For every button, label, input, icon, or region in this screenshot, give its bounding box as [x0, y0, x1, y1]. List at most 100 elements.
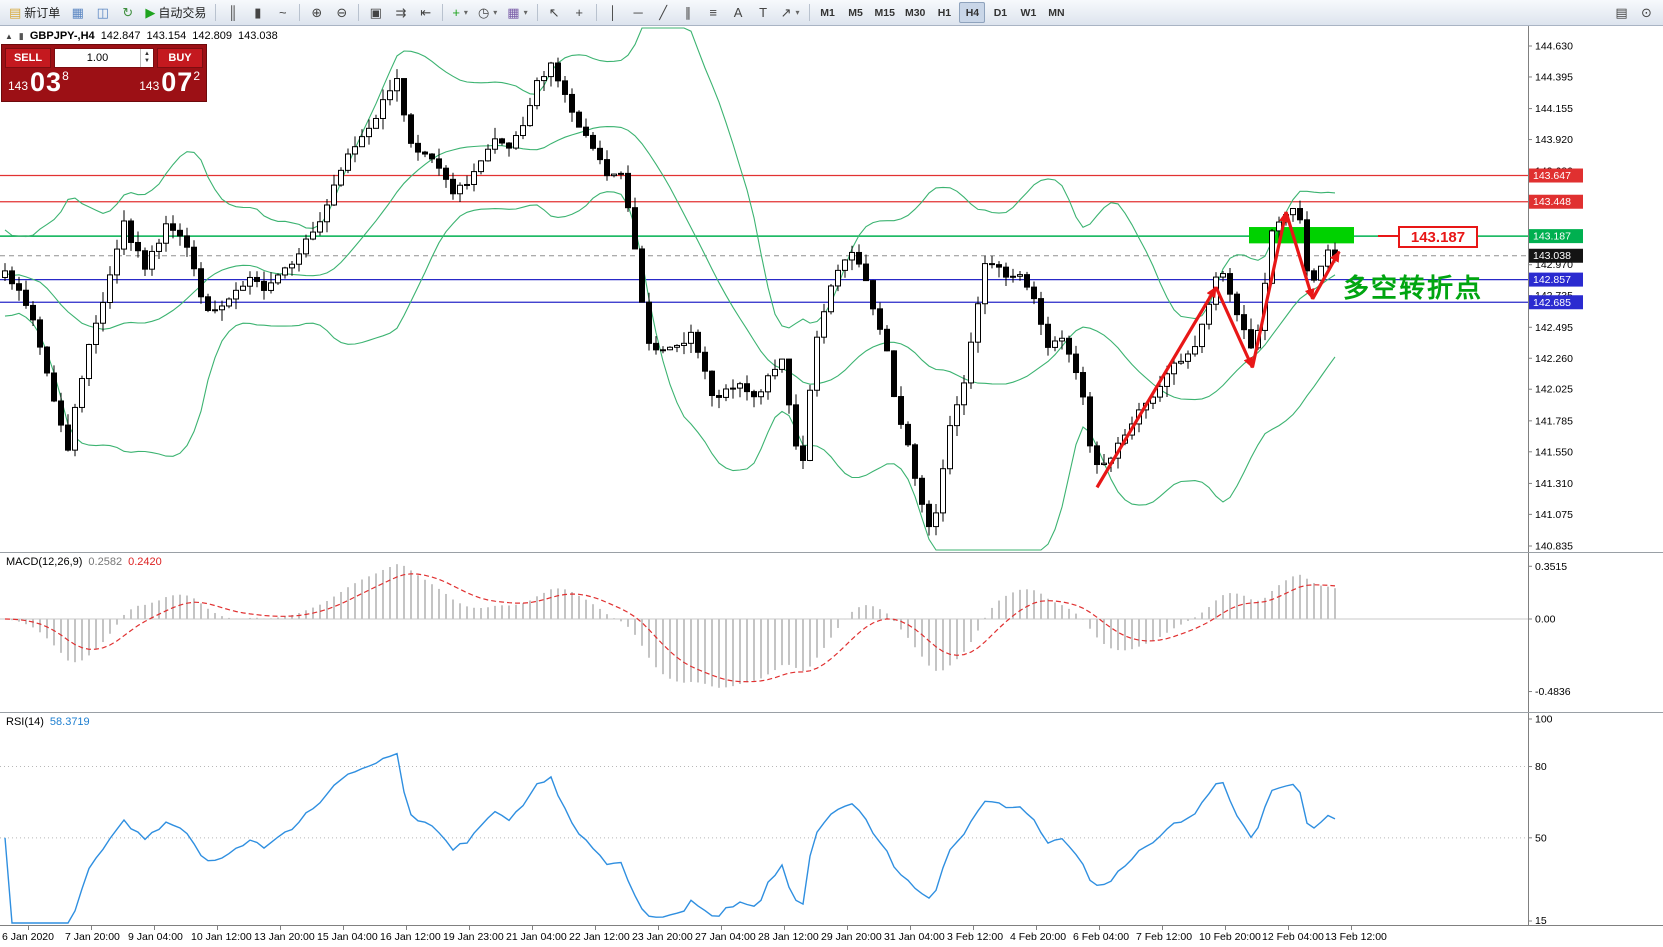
tile-windows-icon: ▣: [369, 5, 382, 20]
candlestick-mode-button[interactable]: ▮: [246, 2, 269, 23]
collapse-quote-panel-icon[interactable]: ▲: [5, 31, 13, 41]
price-tick-label: 142.495: [1535, 322, 1573, 334]
macd-value-main: 0.2582: [88, 556, 123, 568]
indicators-button[interactable]: + ▾: [448, 2, 472, 23]
toolbar-separator: [808, 4, 810, 21]
trend-arrow[interactable]: [1095, 286, 1218, 489]
arrows-button[interactable]: ↗ ▾: [777, 2, 804, 23]
refresh-button[interactable]: ↻: [116, 2, 139, 23]
dropdown-arrow-icon: ▾: [493, 8, 498, 17]
data-window-button[interactable]: ▤: [1610, 2, 1633, 23]
timeframe-mn-button-label: MN: [1048, 6, 1065, 19]
channel-button[interactable]: ∥: [677, 2, 700, 23]
rsi-tick-label: 50: [1535, 832, 1547, 844]
volume-input[interactable]: 1.00 ▲ ▼: [54, 48, 154, 68]
timeframe-m15-button-label: M15: [874, 6, 895, 19]
refresh-icon: ↻: [122, 5, 134, 20]
vertical-line-icon: │: [609, 5, 618, 20]
sell-price-main: 143: [8, 79, 29, 93]
rsi-label: RSI(14) 58.3719: [6, 716, 90, 728]
price-tick-label: 142.025: [1535, 384, 1573, 396]
buy-price[interactable]: 143 07 2: [139, 69, 200, 96]
horizontal-line-button[interactable]: ─: [627, 2, 650, 23]
zoom-in-button[interactable]: ⊕: [305, 2, 328, 23]
text-button[interactable]: A: [727, 2, 750, 23]
trendline-button[interactable]: ╱: [652, 2, 675, 23]
fibonacci-button[interactable]: ≡: [702, 2, 725, 23]
zoom-out-button[interactable]: ⊖: [330, 2, 353, 23]
price-tick-label: 144.630: [1535, 41, 1573, 53]
buy-price-point: 2: [193, 69, 200, 83]
buy-price-pips: 07: [161, 67, 194, 97]
trend-arrow[interactable]: [1214, 286, 1254, 369]
volume-up-icon[interactable]: ▲: [144, 51, 150, 57]
macd-chart[interactable]: 0.3515 0.00 -0.4836: [0, 553, 1663, 713]
bar-chart-mode-button[interactable]: ║: [221, 2, 244, 23]
channel-icon: ∥: [684, 5, 692, 20]
timeframe-d1-button[interactable]: D1: [987, 2, 1013, 23]
annotation-text[interactable]: 多空转折点: [1343, 273, 1484, 303]
timeframe-w1-button-label: W1: [1020, 6, 1037, 19]
price-callout[interactable]: 143.187: [1398, 226, 1478, 248]
trend-arrow[interactable]: [1250, 211, 1289, 368]
timeframe-m30-button[interactable]: M30: [901, 2, 929, 23]
macd-signal-line: [4, 573, 1336, 683]
buy-button[interactable]: BUY: [157, 48, 203, 68]
timeframe-h4-button[interactable]: H4: [959, 2, 986, 23]
time-tick: [595, 926, 596, 930]
auto-scroll-button[interactable]: ⇉: [389, 2, 412, 23]
highlight-zone-rect[interactable]: [1249, 227, 1354, 244]
search-icon: ⊙: [1641, 5, 1652, 20]
sell-price[interactable]: 143 03 8: [8, 69, 69, 96]
timeframe-h1-button[interactable]: H1: [931, 2, 957, 23]
label-icon: T: [759, 5, 768, 20]
crosshair-button[interactable]: +: [568, 2, 591, 23]
price-chart[interactable]: 144.630144.395144.155143.920143.680142.9…: [0, 26, 1663, 552]
trend-arrow[interactable]: [1284, 211, 1315, 300]
search-button[interactable]: ⊙: [1635, 2, 1658, 23]
toolbar-separator: [358, 4, 360, 21]
one-click-trading-panel: SELL 1.00 ▲ ▼ BUY 143 03 8 143: [1, 44, 207, 102]
rsi-chart[interactable]: 100 80 50 15: [0, 713, 1663, 926]
trendline-icon: ╱: [659, 5, 668, 20]
trend-arrow[interactable]: [1311, 250, 1341, 300]
timeframe-mn-button[interactable]: MN: [1043, 2, 1069, 23]
rsi-tick-label: 15: [1535, 915, 1547, 926]
time-label: 10 Feb 20:00: [1199, 931, 1261, 943]
volume-down-icon[interactable]: ▼: [144, 58, 150, 64]
periods-button[interactable]: ◷ ▾: [474, 2, 501, 23]
sell-button[interactable]: SELL: [5, 48, 51, 68]
timeframe-m1-button[interactable]: M1: [815, 2, 841, 23]
line-chart-mode-button[interactable]: ~: [271, 2, 294, 23]
cursor-icon: ↖: [548, 5, 560, 20]
time-axis[interactable]: 6 Jan 2020 7 Jan 20:00 9 Jan 04:00 10 Jan 1…: [0, 925, 1663, 947]
cursor-button[interactable]: ↖: [543, 2, 566, 23]
new-order-button[interactable]: ▤ 新订单: [5, 2, 64, 23]
time-tick: [910, 926, 911, 930]
indicators-icon: +: [452, 5, 460, 20]
price-tick-label: 141.075: [1535, 509, 1573, 521]
rsi-tick-label: 80: [1535, 761, 1547, 773]
chart-shift-button[interactable]: ⇤: [414, 2, 437, 23]
zoom-in-icon: ⊕: [311, 5, 323, 20]
volume-value: 1.00: [86, 52, 109, 64]
rsi-value: 58.3719: [49, 716, 90, 728]
autotrading-button[interactable]: ▶ 自动交易: [141, 2, 210, 23]
tile-windows-button[interactable]: ▣: [364, 2, 387, 23]
timeframe-h1-button-label: H1: [937, 6, 952, 19]
symbol-title: GBPJPY-,H4: [29, 30, 95, 42]
price-callout-tail: [1378, 235, 1398, 237]
templates-button[interactable]: ▦ ▾: [503, 2, 531, 23]
price-tag: [1529, 295, 1583, 310]
timeframe-m5-button[interactable]: M5: [843, 2, 869, 23]
label-button[interactable]: T: [752, 2, 775, 23]
time-label: 19 Jan 23:00: [443, 931, 504, 943]
timeframe-w1-button[interactable]: W1: [1015, 2, 1041, 23]
timeframe-m15-button[interactable]: M15: [871, 2, 899, 23]
chart-shift-icon: ⇤: [420, 5, 432, 20]
vertical-line-button[interactable]: │: [602, 2, 625, 23]
volume-spinner[interactable]: ▲ ▼: [140, 49, 153, 67]
profile-button[interactable]: ◫: [91, 2, 114, 23]
chart-window-button[interactable]: ▦: [66, 2, 89, 23]
